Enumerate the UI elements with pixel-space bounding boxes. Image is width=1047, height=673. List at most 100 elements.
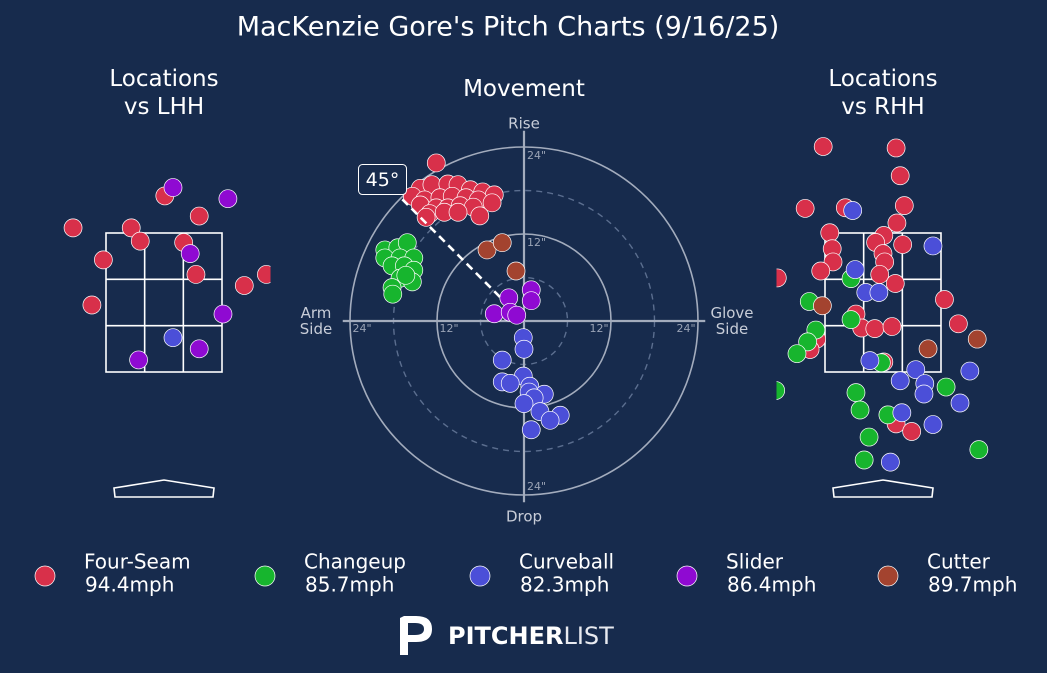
axis-label-right-line: Glove <box>710 304 753 322</box>
pitch-dot <box>935 290 954 309</box>
legend-marker <box>877 565 899 587</box>
axis-label-left-line: Side <box>300 320 332 338</box>
legend-marker <box>254 565 276 587</box>
arm-angle-box <box>358 164 408 196</box>
pitch-dot <box>129 350 148 370</box>
pitch-dot <box>189 339 209 359</box>
pitch-dot <box>892 403 912 423</box>
pitch-dot <box>846 383 866 402</box>
pitch-dot <box>914 384 934 404</box>
pitch-dot <box>82 295 102 315</box>
legend-marker <box>469 565 491 587</box>
pitch-dot <box>540 410 560 430</box>
y-tick-label: 24" <box>527 480 546 493</box>
logo-light: LIST <box>563 622 614 650</box>
pitch-dot <box>960 361 980 381</box>
pitch-dot <box>484 304 504 324</box>
legend-marker <box>34 565 56 587</box>
pitch-dot <box>936 377 956 397</box>
pitch-dot <box>923 236 943 256</box>
pitch-dot <box>859 427 879 447</box>
legend-marker <box>676 565 698 587</box>
pitch-dot <box>63 218 83 238</box>
axis-label-left-line: Arm <box>301 304 332 322</box>
pitch-dot <box>492 233 512 253</box>
pitch-dot <box>906 360 926 380</box>
pitch-dot <box>870 265 890 284</box>
pitch-dot <box>850 400 870 420</box>
x-tick-label: 12" <box>589 322 608 335</box>
legend-speed: 86.4mph <box>727 573 816 597</box>
pitch-dot <box>854 450 874 470</box>
y-tick-label: 12" <box>527 236 546 249</box>
legend-name: Changeup <box>304 550 406 574</box>
pitch-dot <box>902 422 922 441</box>
pitch-dot <box>521 291 541 311</box>
logo-icon <box>400 616 432 655</box>
pitch-dot <box>776 381 786 400</box>
pitch-dot <box>811 261 831 281</box>
pitch-dots <box>776 137 989 472</box>
y-tick-label: 24" <box>527 149 546 162</box>
pitch-dot <box>893 235 913 254</box>
pitch-dot <box>894 196 914 215</box>
pitch-dot <box>507 305 527 325</box>
pitch-dot <box>234 276 254 295</box>
pitch-dot <box>477 240 497 260</box>
axis-label-right: Glove Side <box>710 304 753 338</box>
pitch-dot <box>950 393 970 413</box>
pitch-dot <box>482 193 502 213</box>
pitch-dot <box>776 268 787 288</box>
pitch-dot <box>506 261 526 281</box>
legend-name: Curveball <box>519 550 614 574</box>
pitch-dot <box>845 260 865 279</box>
chart-subtitle-line: Movement <box>463 76 585 102</box>
pitch-dot <box>860 351 880 370</box>
pitch-dot <box>514 394 534 413</box>
pitch-dot <box>869 283 889 302</box>
axis-label-right-line: Side <box>716 320 748 338</box>
axis-label-left: Arm Side <box>300 304 332 338</box>
home-plate <box>113 479 215 498</box>
pitch-dot <box>416 207 436 227</box>
pitch-dot <box>257 265 271 284</box>
pitch-dot <box>514 339 534 359</box>
chart-title: MacKenzie Gore's Pitch Charts (9/16/25) <box>237 12 780 43</box>
pitch-dot <box>94 250 113 270</box>
pitch-dot <box>885 274 905 293</box>
chart-subtitle-line: vs RHH <box>841 94 924 120</box>
home-plate <box>832 479 934 498</box>
pitch-dot <box>843 201 863 220</box>
pitch-dot <box>426 153 446 173</box>
logo-text: PITCHERLIST <box>448 622 614 650</box>
chart-subtitle-line: Locations <box>109 66 218 92</box>
pitch-dot <box>820 223 840 243</box>
axis-label-top: Rise <box>508 115 540 133</box>
legend-speed: 94.4mph <box>85 573 174 597</box>
pitch-dots <box>63 178 271 370</box>
pitch-dot <box>448 202 468 222</box>
pitch-dot <box>218 189 238 209</box>
pitch-dot <box>865 319 885 339</box>
pitch-dot <box>500 374 520 393</box>
x-tick-label: 24" <box>352 322 371 335</box>
pitch-dot <box>521 420 541 440</box>
legend-speed: 85.7mph <box>305 573 394 597</box>
pitch-dot <box>813 137 833 156</box>
pitch-dot <box>882 317 902 336</box>
pitch-dot <box>130 231 150 251</box>
pitch-dot <box>949 314 968 334</box>
pitch-dot <box>813 296 832 316</box>
pitch-dot <box>967 329 987 349</box>
chart-subtitle-line: vs LHH <box>124 94 204 120</box>
pitch-dot <box>890 371 910 391</box>
pitch-dot <box>383 284 403 304</box>
pitch-dot <box>189 206 209 226</box>
pitch-dot <box>163 178 183 197</box>
x-tick-label: 12" <box>439 322 458 335</box>
pitch-dot <box>163 328 183 348</box>
pitch-dot <box>787 344 807 364</box>
pitch-dot <box>186 265 206 284</box>
